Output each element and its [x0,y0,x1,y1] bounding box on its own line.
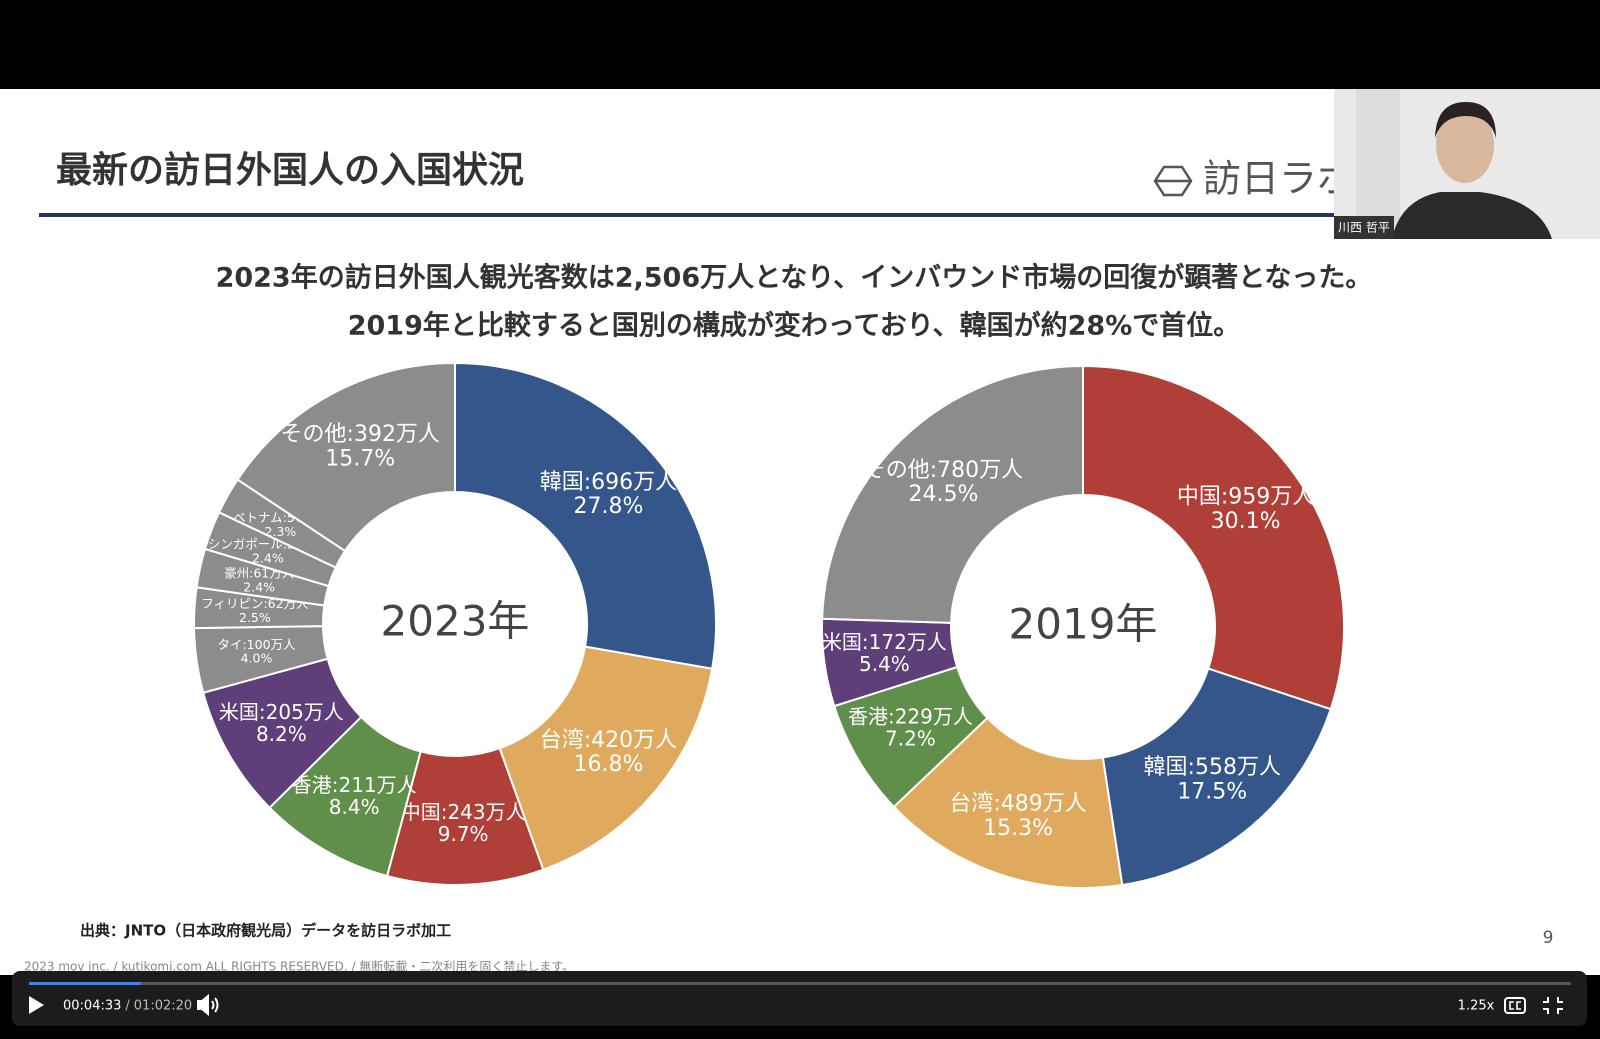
speed-button[interactable]: 1.25x [1458,999,1495,1014]
slice-label: 米国:205万人 [219,700,344,724]
center-label: 2019年 [1009,600,1158,649]
volume-button[interactable] [197,993,219,1017]
page-number: 9 [1543,928,1554,948]
time-separator: / [125,999,130,1014]
slice-label: 香港:229万人 [848,705,973,729]
current-time: 00:04:33 [63,999,121,1014]
donut-slice [892,716,1124,889]
slice-value: 2.4% [243,579,275,594]
slice-value: 17.5% [1177,779,1247,804]
headline: 2019年と比較すると国別の構成が変わっており、韓国が約28%で首位。 [348,310,1241,342]
donut-slice [1082,364,1345,711]
player-controls: 00:04:33 / 01:02:20 1.25x [12,971,1587,1026]
slice-value: 8.4% [329,795,380,819]
donut-slice [498,645,714,871]
exit-fullscreen-button[interactable] [1543,997,1563,1014]
progress-track[interactable] [29,982,1571,985]
slice-value: 24.5% [909,482,979,507]
donut-slice [821,364,1084,624]
slice-value: 5.4% [859,652,910,676]
slice-label: その他:392万人 [281,422,440,447]
slice-label: 中国:243万人 [401,800,526,824]
logo-icon [1153,165,1193,197]
slide-title: 最新の訪日外国人の入国状況 [56,150,524,191]
center-label: 2023年 [381,597,530,646]
webcam-wall [1356,89,1400,239]
webcam: 川西 哲平 [1334,89,1600,239]
webcam-person-hair [1435,102,1496,138]
slice-value: 16.8% [574,752,644,777]
donut-slice [236,361,456,553]
progress-fill [29,982,141,985]
slice-value: 7.2% [885,727,936,751]
slice-value: 2.4% [252,550,284,565]
slice-value: 2.3% [265,524,297,539]
slice-label: 台湾:420万人 [540,728,677,753]
slice-label: 台湾:489万人 [949,792,1086,817]
slice-value: 15.7% [325,446,395,471]
donut-slice [454,361,717,670]
play-button[interactable] [29,996,44,1014]
slice-label: 香港:211万人 [292,773,417,797]
slice-label: 韓国:558万人 [1144,755,1281,780]
captions-button[interactable] [1504,997,1526,1014]
logo: 訪日ラボ [1203,157,1355,201]
copyright: 2023 mov inc. / kutikomi.com ALL RIGHTS … [24,959,574,974]
webcam-name: 川西 哲平 [1338,221,1390,235]
slice-value: 30.1% [1211,509,1281,534]
webcam-person-face [1436,107,1494,183]
slice-label: その他:780万人 [864,458,1023,483]
slice-value: 9.7% [438,822,489,846]
webcam-name-bg [1334,216,1394,239]
slice-value: 4.0% [241,651,273,666]
slice-label: タイ:100万人 [217,637,296,652]
slice-label: 韓国:696万人 [540,470,677,495]
donut-slice [1101,667,1332,887]
slice-value: 27.8% [574,494,644,519]
source: 出典：JNTO（日本政府観光局）データを訪日ラボ加工 [80,922,451,940]
headline: 2023年の訪日外国人観光客数は2,506万人となり、インバウンド市場の回復が顕… [216,262,1373,294]
slice-label: 米国:172万人 [822,630,947,654]
slice-value: 2.5% [239,610,271,625]
slice-label: 中国:959万人 [1177,485,1314,510]
player-bar [12,971,1587,1026]
webcam-person-body [1392,192,1552,239]
slice-value: 15.3% [983,816,1053,841]
duration: 01:02:20 [134,999,192,1014]
slice-value: 8.2% [256,722,307,746]
